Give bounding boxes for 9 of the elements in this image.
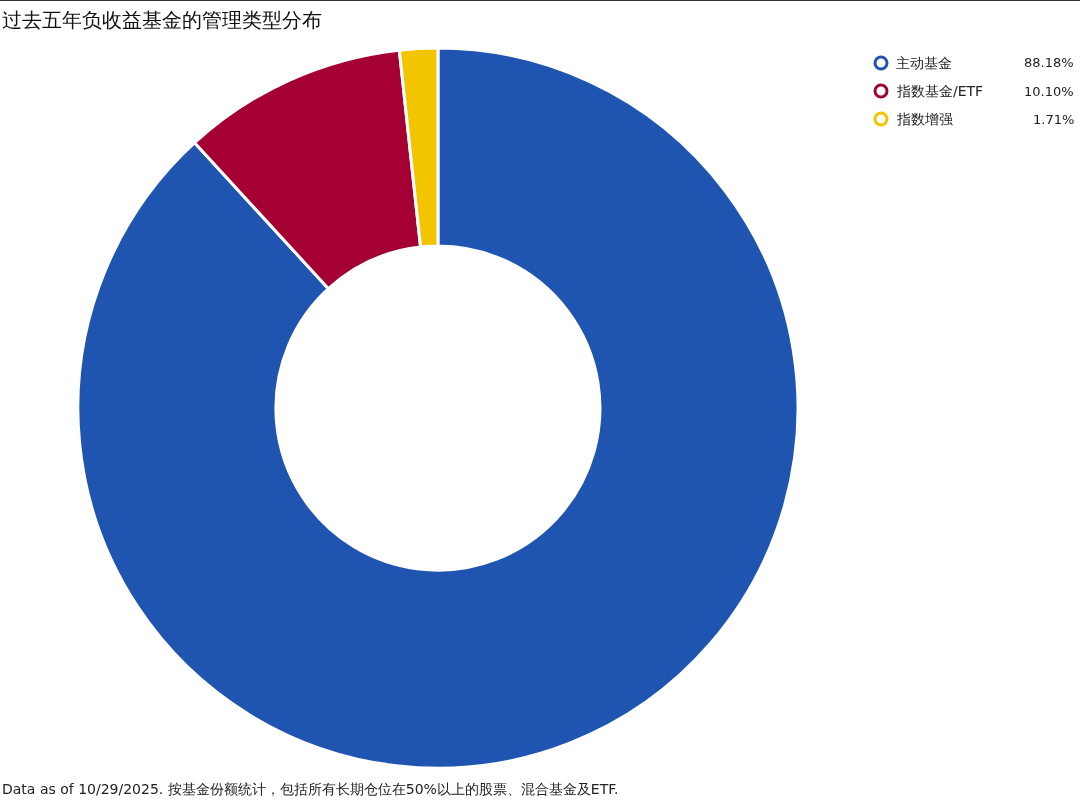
data-label: 1.71% [1033, 112, 1075, 127]
legend-label: 主动基金 [896, 55, 952, 71]
legend-label: 指数基金/ETF [896, 83, 984, 99]
legend-label: 指数增强 [896, 111, 953, 127]
chart-title: 过去五年负收益基金的管理类型分布 [2, 8, 322, 32]
data-label: 10.10% [1024, 84, 1074, 99]
text: Data as of 10/29/2025. 按基金份额统计，包括所有长期仓位在50%以上的股票、混合基金及ETF. [2, 781, 619, 797]
data-label: 88.18% [1024, 55, 1074, 70]
donut-slice [76, 46, 800, 770]
